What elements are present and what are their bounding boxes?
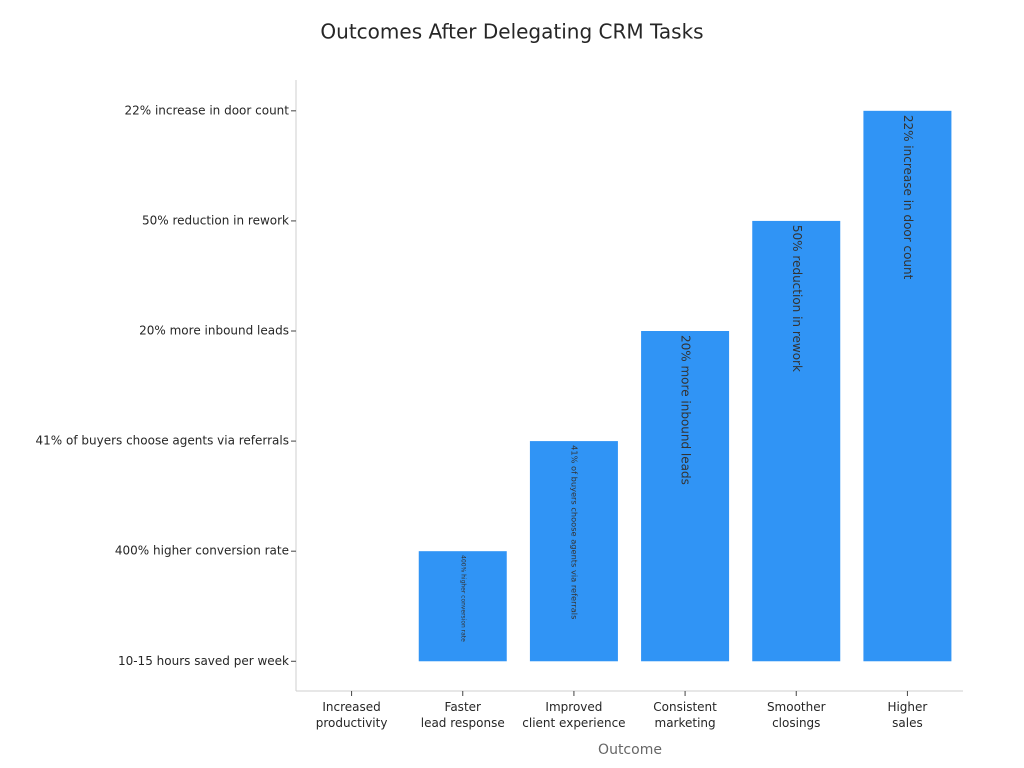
y-tick-label: 22% increase in door count bbox=[124, 103, 289, 117]
y-tick-label: 50% reduction in rework bbox=[142, 213, 289, 227]
chart-title: Outcomes After Delegating CRM Tasks bbox=[320, 20, 703, 44]
bar bbox=[529, 441, 618, 662]
x-tick-label: Smoother closings bbox=[767, 700, 826, 730]
x-tick-label: Consistent marketing bbox=[653, 700, 717, 730]
bar bbox=[418, 551, 507, 662]
bar bbox=[641, 331, 730, 662]
x-tick-label: Higher sales bbox=[887, 700, 927, 730]
y-tick-label: 400% higher conversion rate bbox=[115, 544, 289, 558]
x-axis-label: Outcome bbox=[598, 742, 662, 758]
bar-value-label: 400% higher conversion rate bbox=[459, 555, 466, 642]
x-tick-label: Improved client experience bbox=[522, 700, 625, 730]
y-tick-label: 41% of buyers choose agents via referral… bbox=[36, 434, 290, 448]
bar bbox=[863, 110, 952, 662]
bar-value-label: 20% more inbound leads bbox=[679, 335, 693, 485]
x-tick-label: Faster lead response bbox=[421, 700, 505, 730]
bar bbox=[752, 220, 841, 662]
bar-value-label: 22% increase in door count bbox=[901, 115, 915, 280]
y-tick-label: 20% more inbound leads bbox=[139, 324, 289, 338]
x-tick-label: Increased productivity bbox=[316, 700, 388, 730]
y-tick-label: 10-15 hours saved per week bbox=[118, 654, 289, 668]
bar-value-label: 41% of buyers choose agents via referral… bbox=[569, 445, 579, 619]
bar-value-label: 50% reduction in rework bbox=[790, 225, 804, 372]
